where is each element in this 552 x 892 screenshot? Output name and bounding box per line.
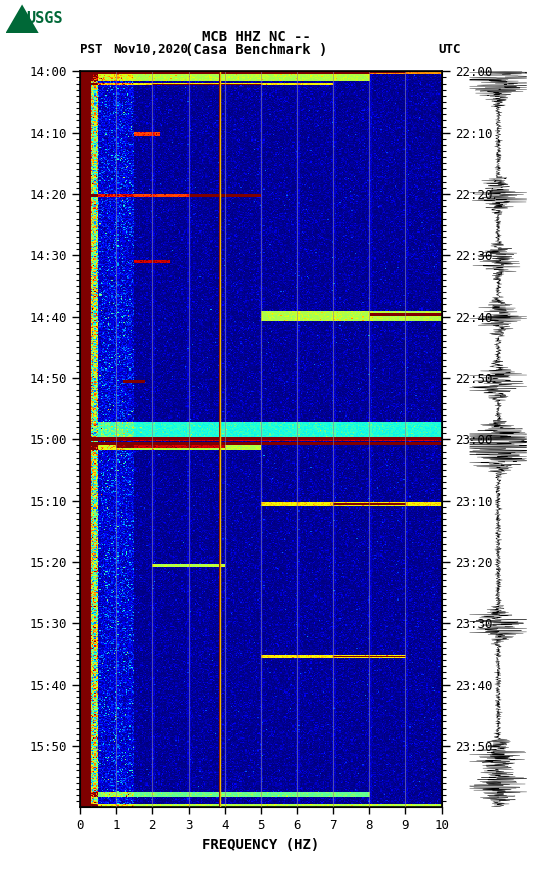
Text: (Casa Benchmark ): (Casa Benchmark ) [185, 43, 328, 57]
Polygon shape [6, 4, 39, 33]
X-axis label: FREQUENCY (HZ): FREQUENCY (HZ) [202, 838, 320, 852]
Text: Nov10,2020: Nov10,2020 [113, 44, 188, 56]
Text: USGS: USGS [26, 12, 63, 26]
Text: MCB HHZ NC --: MCB HHZ NC -- [202, 30, 311, 45]
Text: UTC: UTC [439, 44, 461, 56]
Text: PST: PST [80, 44, 103, 56]
